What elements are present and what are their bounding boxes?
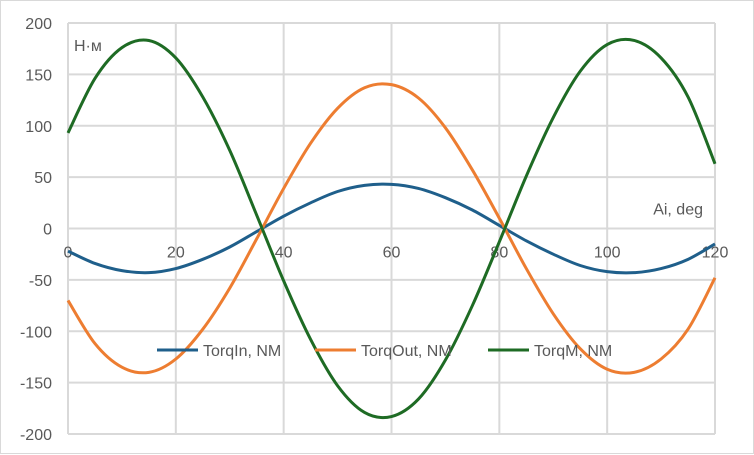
y-tick-label: -50 <box>29 273 52 290</box>
series-line-2 <box>66 37 717 420</box>
x-axis-label: Ai, deg <box>653 202 703 219</box>
y-tick-label: 100 <box>25 119 52 136</box>
x-tick-label: 40 <box>275 245 293 262</box>
y-tick-label: 0 <box>43 222 52 239</box>
legend-label: TorqOut, NM <box>361 343 452 360</box>
y-tick-label: 200 <box>25 16 52 33</box>
y-tick-label: -100 <box>20 324 52 341</box>
x-tick-label: 60 <box>383 245 401 262</box>
y-tick-label: -150 <box>20 376 52 393</box>
y-tick-label: -200 <box>20 427 52 444</box>
legend-label: TorqIn, NM <box>203 343 281 360</box>
y-tick-label: 150 <box>25 67 52 84</box>
x-tick-label: 0 <box>64 245 73 262</box>
x-tick-label: 120 <box>702 245 729 262</box>
series-line-1 <box>66 82 717 375</box>
x-tick-label: 100 <box>594 245 621 262</box>
y-axis-label: Н·м <box>74 38 102 55</box>
legend-label: TorqM, NM <box>534 343 612 360</box>
y-tick-label: 50 <box>34 170 52 187</box>
x-tick-label: 20 <box>167 245 185 262</box>
series-line-0 <box>67 182 716 275</box>
